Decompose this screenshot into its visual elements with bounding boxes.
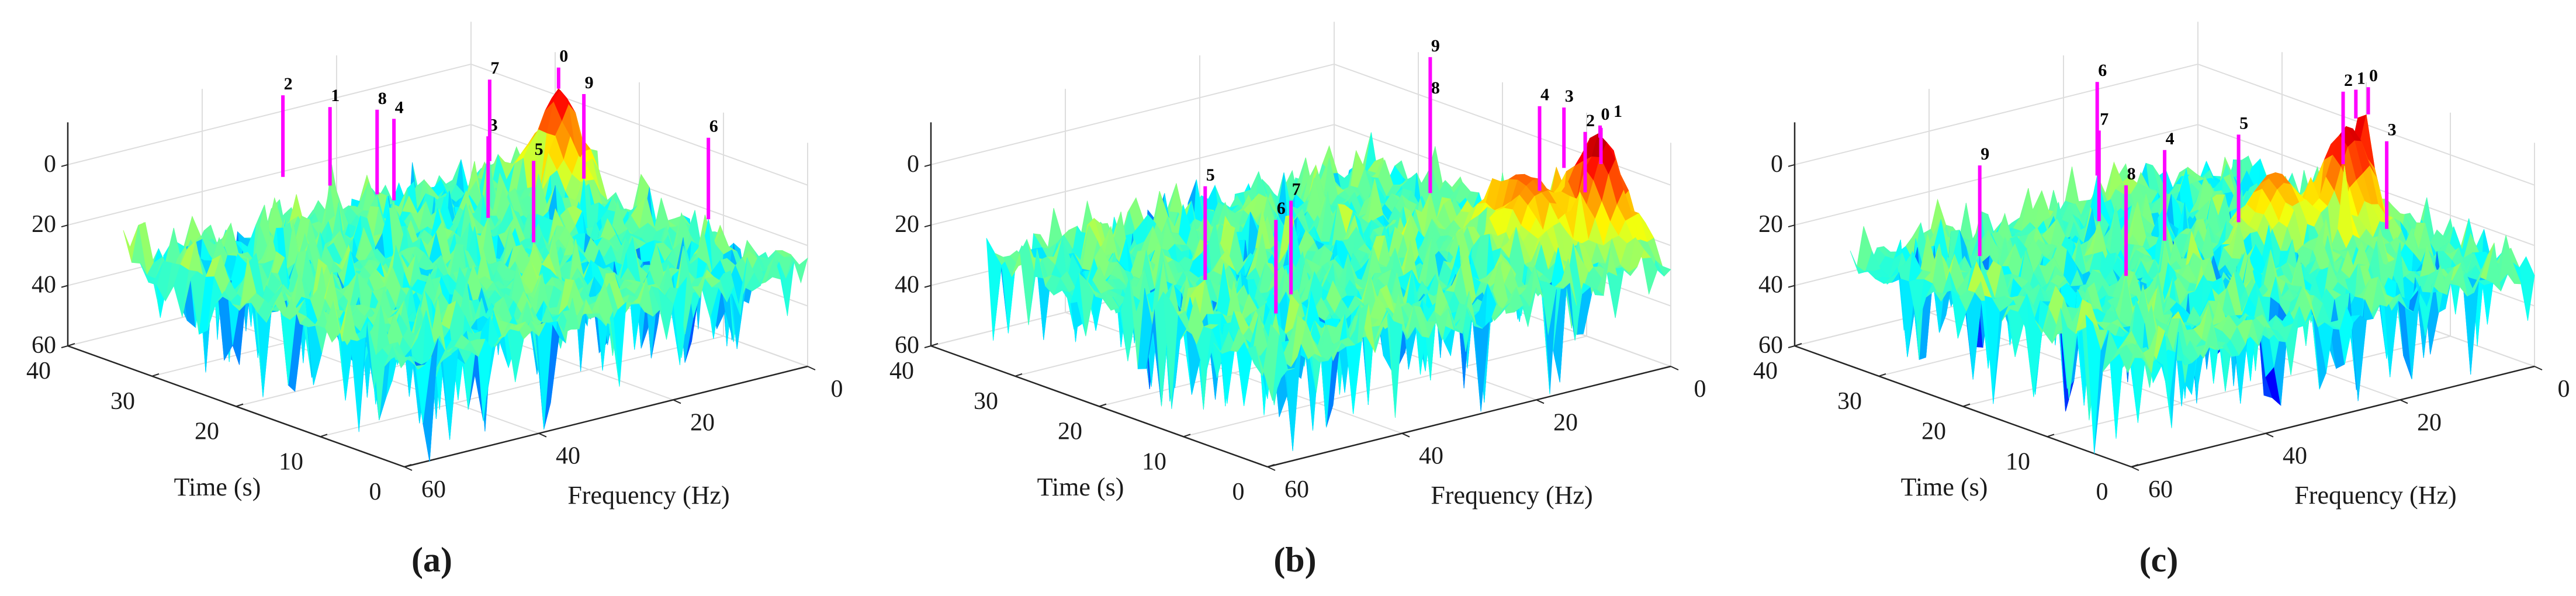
peak-label: 0 [559, 47, 568, 66]
frequency-tick [807, 366, 816, 370]
peak-label: 6 [1277, 199, 1286, 218]
frequency-tick-label: 20 [1553, 409, 1578, 436]
z-tick-label: 40 [895, 272, 919, 299]
frequency-tick [1267, 466, 1276, 471]
wall-gridline [930, 63, 1335, 165]
surface-patch [1346, 341, 1362, 414]
z-tick [924, 224, 932, 228]
peak-label: 1 [1614, 102, 1622, 121]
time-axis-label: Time (s) [174, 473, 261, 501]
frequency-axis-label: Frequency (Hz) [567, 481, 729, 510]
z-tick [61, 345, 68, 348]
frequency-tick-label: 0 [831, 376, 843, 403]
peak-label: 7 [1292, 180, 1301, 199]
peak-label: 8 [378, 89, 387, 108]
z-tick-label: 20 [895, 211, 919, 238]
floor-gridline [320, 335, 724, 438]
time-tick-label: 0 [1232, 479, 1245, 505]
z-tick-label: 20 [32, 211, 56, 238]
frequency-tick-label: 0 [1694, 376, 1706, 403]
frequency-tick [673, 399, 681, 404]
peak-label: 1 [331, 86, 340, 105]
time-axis-label: Time (s) [1037, 473, 1124, 501]
time-tick-label: 10 [1142, 448, 1166, 475]
panel-c: (c) 012345678902040600102030406040200Tim… [1753, 22, 2570, 579]
frequency-axis-line [404, 365, 808, 468]
z-tick [924, 345, 932, 348]
peak-label: 0 [1601, 105, 1610, 124]
wall-gridline [67, 124, 472, 226]
peak-label: 4 [1540, 85, 1549, 105]
time-tick-label: 20 [1058, 418, 1082, 445]
surface-patch [792, 257, 808, 284]
panel-a: (a) 012345678902040600102030406040200Tim… [26, 22, 843, 579]
frequency-tick-label: 60 [1284, 476, 1309, 503]
frequency-tick [538, 432, 547, 438]
z-tick [924, 285, 932, 288]
time-tick-label: 30 [974, 388, 998, 415]
time-tick-label: 0 [369, 479, 382, 505]
peak-label: 4 [395, 98, 404, 117]
peak-label: 2 [1586, 111, 1595, 130]
peak-label: 5 [1206, 165, 1215, 185]
frequency-tick [1536, 399, 1545, 404]
wall-gridline [67, 63, 472, 165]
time-tick-label: 10 [279, 448, 303, 475]
z-tick [61, 224, 68, 228]
panel-caption: (a) [411, 540, 452, 579]
peak-label: 8 [1431, 78, 1440, 98]
panel-caption: (c) [2139, 540, 2179, 579]
frequency-tick [1670, 366, 1679, 370]
frequency-tick [1401, 432, 1410, 438]
z-tick-label: 60 [895, 332, 919, 359]
time-tick-label: 40 [889, 358, 914, 384]
peak-label: 3 [1565, 86, 1574, 106]
frequency-tick [404, 466, 413, 471]
z-tick [61, 164, 68, 167]
panel-caption: (b) [1273, 540, 1316, 579]
frequency-axis-label: Frequency (Hz) [1431, 481, 1592, 510]
wall-gridline [1794, 63, 2198, 165]
panel-b: (b) 0 12345678902040600102030406040200Tim… [889, 22, 1706, 579]
z-tick-label: 60 [32, 332, 56, 359]
peak-label: 7 [490, 58, 499, 78]
time-tick-label: 40 [26, 358, 51, 384]
z-tick-label: 0 [44, 151, 56, 178]
z-tick [61, 285, 68, 288]
frequency-tick-label: 20 [690, 409, 715, 436]
frequency-tick-label: 40 [556, 443, 580, 470]
peak-label: 6 [709, 117, 718, 136]
surface-patch [986, 238, 1002, 341]
z-tick-label: 0 [907, 151, 919, 178]
peak-label: 9 [585, 73, 594, 92]
time-tick-label: 20 [195, 418, 219, 445]
z-tick [924, 164, 932, 167]
frequency-tick-label: 60 [421, 476, 446, 503]
peak-label: 9 [1431, 36, 1440, 56]
surface [123, 88, 808, 462]
time-tick-label: 30 [110, 388, 135, 415]
peak-label: 2 [284, 74, 293, 93]
surface-patch [350, 337, 366, 432]
frequency-tick-label: 40 [1419, 443, 1443, 470]
z-tick-label: 40 [32, 272, 56, 299]
peak-label: 5 [535, 140, 543, 159]
